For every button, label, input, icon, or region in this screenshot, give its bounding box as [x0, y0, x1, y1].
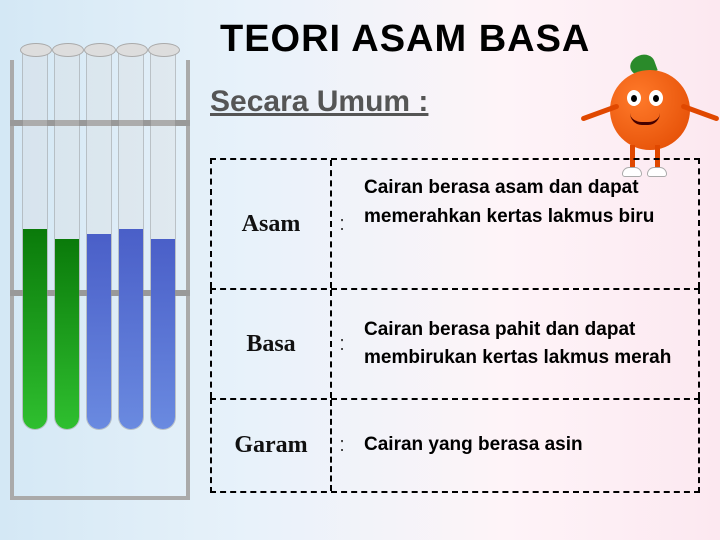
definitions-table: Asam : Cairan berasa asam dan dapat meme… — [210, 158, 700, 493]
colon-separator: : — [332, 290, 352, 398]
term-asam: Asam — [212, 160, 332, 288]
test-tube-rack-image — [0, 30, 205, 510]
term-garam: Garam — [212, 400, 332, 491]
definition-basa: Cairan berasa pahit dan dapat membirukan… — [352, 290, 698, 398]
term-basa: Basa — [212, 290, 332, 398]
definition-asam: Cairan berasa asam dan dapat memerahkan … — [352, 160, 698, 288]
page-title: TEORI ASAM BASA — [220, 18, 590, 61]
definition-garam: Cairan yang berasa asin — [352, 400, 698, 491]
page-subtitle: Secara Umum : — [210, 85, 428, 119]
colon-separator: : — [332, 160, 352, 288]
colon-separator: : — [332, 400, 352, 491]
table-row: Asam : Cairan berasa asam dan dapat meme… — [210, 158, 700, 288]
orange-mascot-image — [595, 55, 705, 175]
table-row: Basa : Cairan berasa pahit dan dapat mem… — [210, 288, 700, 398]
table-row: Garam : Cairan yang berasa asin — [210, 398, 700, 493]
